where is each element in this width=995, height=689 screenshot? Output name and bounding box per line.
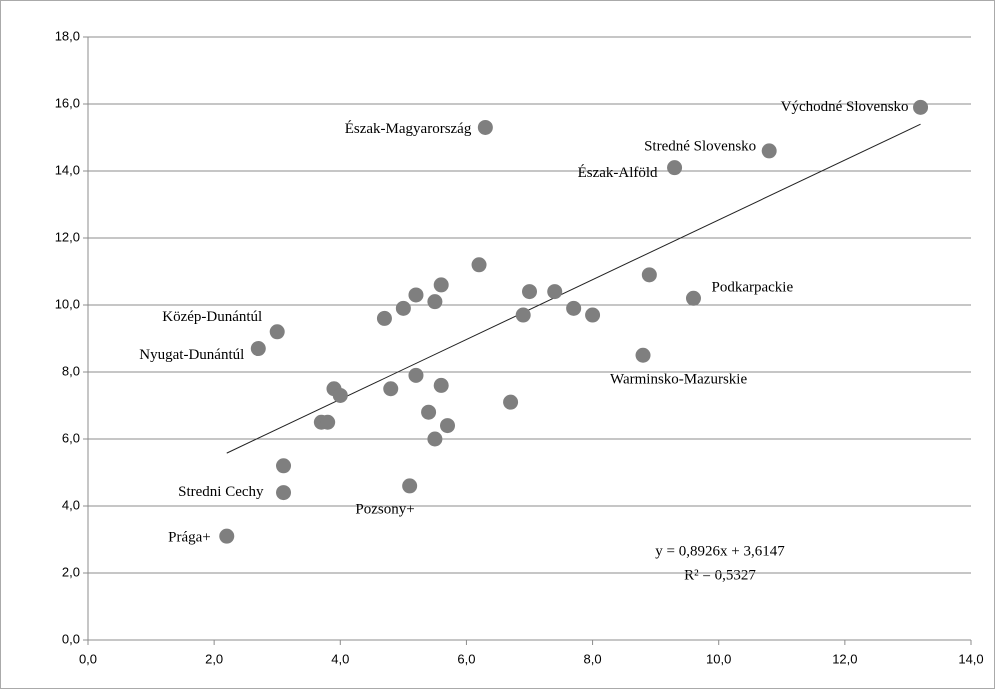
point [433, 277, 449, 293]
point-label: Stredni Cechy [178, 484, 264, 500]
point [408, 367, 424, 383]
point-label: Közép-Dunántúl [162, 309, 262, 325]
point [566, 300, 582, 316]
point [383, 381, 399, 397]
point [395, 300, 411, 316]
point-label: Warminsko-Mazurskie [610, 372, 747, 388]
point [547, 284, 563, 300]
x-tick-label: 12,0 [832, 651, 857, 666]
y-tick-label: 6,0 [62, 430, 80, 445]
point-label: Stredné Slovensko [644, 138, 756, 154]
point [219, 528, 235, 544]
point [332, 387, 348, 403]
y-tick-label: 2,0 [62, 564, 80, 579]
point-label: Észak-Magyarország [345, 120, 472, 137]
point-label: Podkarpackie [711, 280, 793, 296]
x-tick-label: 14,0 [958, 651, 983, 666]
point-label: Nyugat-Dunántúl [139, 347, 244, 363]
point [477, 119, 493, 135]
point [913, 99, 929, 115]
y-tick-label: 10,0 [55, 296, 80, 311]
point [408, 287, 424, 303]
point [402, 478, 418, 494]
y-tick-label: 12,0 [55, 229, 80, 244]
point [471, 257, 487, 273]
point-label: Prága+ [168, 530, 211, 546]
point-label: Észak-Alföld [578, 164, 658, 181]
point [667, 160, 683, 176]
y-tick-label: 4,0 [62, 497, 80, 512]
point [761, 143, 777, 159]
point [427, 431, 443, 447]
point [635, 347, 651, 363]
x-tick-label: 2,0 [205, 651, 223, 666]
point [320, 414, 336, 430]
point [522, 284, 537, 300]
y-tick-label: 18,0 [55, 28, 80, 43]
x-tick-label: 6,0 [457, 651, 475, 666]
point [515, 307, 531, 323]
point [685, 290, 701, 306]
point [440, 418, 456, 434]
x-tick-label: 4,0 [331, 651, 349, 666]
trend-equation: y = 0,8926x + 3,6147 [655, 543, 785, 559]
point [276, 485, 292, 501]
x-tick-label: 0,0 [79, 651, 97, 666]
point [421, 404, 437, 420]
y-tick-label: 8,0 [62, 363, 80, 378]
point-label: Pozsony+ [355, 501, 414, 517]
trend-r-squared: R² = 0,5327 [684, 567, 756, 583]
y-tick-label: 0,0 [62, 631, 80, 646]
y-tick-label: 14,0 [55, 162, 80, 177]
point [276, 458, 292, 474]
point [427, 294, 443, 310]
point [503, 394, 519, 410]
point-label: Východné Slovensko [781, 99, 909, 115]
point [433, 377, 449, 393]
point [585, 307, 601, 323]
point [269, 324, 285, 340]
point [376, 310, 392, 326]
x-tick-label: 8,0 [584, 651, 602, 666]
point [641, 267, 657, 283]
point [250, 341, 266, 357]
x-tick-label: 10,0 [706, 651, 731, 666]
y-tick-label: 16,0 [55, 95, 80, 110]
